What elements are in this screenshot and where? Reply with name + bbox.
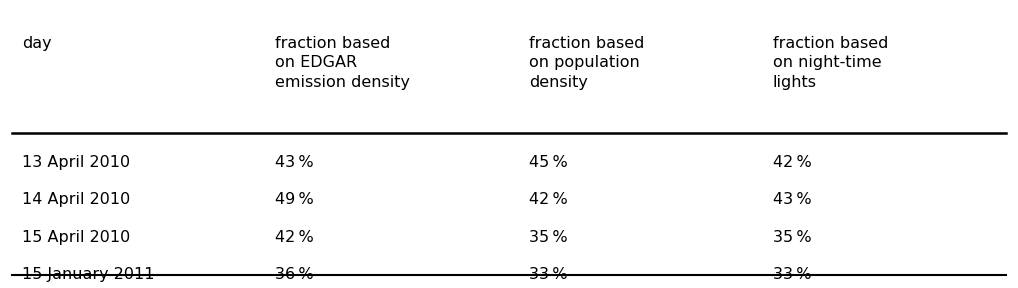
Text: 33 %: 33 % <box>529 267 568 282</box>
Text: 35 %: 35 % <box>773 230 811 245</box>
Text: 15 January 2011: 15 January 2011 <box>21 267 154 282</box>
Text: 49 %: 49 % <box>276 192 315 207</box>
Text: 45 %: 45 % <box>529 156 568 170</box>
Text: fraction based
on population
density: fraction based on population density <box>529 36 644 90</box>
Text: 42 %: 42 % <box>529 192 568 207</box>
Text: fraction based
on night-time
lights: fraction based on night-time lights <box>773 36 889 90</box>
Text: 14 April 2010: 14 April 2010 <box>21 192 130 207</box>
Text: fraction based
on EDGAR
emission density: fraction based on EDGAR emission density <box>276 36 410 90</box>
Text: 35 %: 35 % <box>529 230 568 245</box>
Text: 13 April 2010: 13 April 2010 <box>21 156 130 170</box>
Text: 43 %: 43 % <box>773 192 811 207</box>
Text: day: day <box>21 36 51 51</box>
Text: 43 %: 43 % <box>276 156 315 170</box>
Text: 42 %: 42 % <box>773 156 811 170</box>
Text: 15 April 2010: 15 April 2010 <box>21 230 130 245</box>
Text: 36 %: 36 % <box>276 267 315 282</box>
Text: 42 %: 42 % <box>276 230 315 245</box>
Text: 33 %: 33 % <box>773 267 811 282</box>
